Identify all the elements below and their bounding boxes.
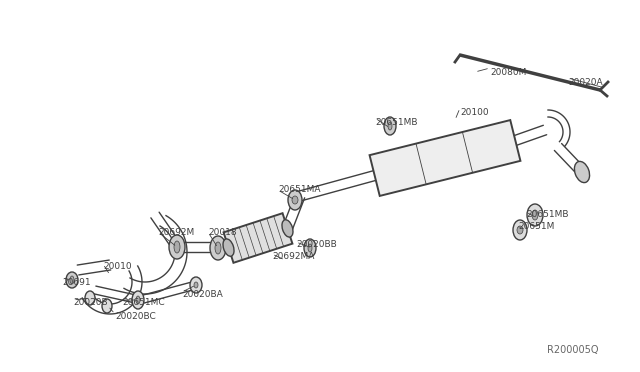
Polygon shape — [223, 213, 292, 263]
Ellipse shape — [194, 282, 198, 288]
Text: 20080M: 20080M — [490, 68, 526, 77]
Text: 20692M: 20692M — [158, 228, 195, 237]
Ellipse shape — [136, 296, 140, 304]
Ellipse shape — [292, 196, 298, 204]
Text: 20020BC: 20020BC — [115, 312, 156, 321]
Ellipse shape — [388, 122, 392, 130]
Polygon shape — [369, 120, 520, 196]
Ellipse shape — [102, 299, 112, 313]
Ellipse shape — [169, 235, 185, 259]
Text: 20020A: 20020A — [568, 78, 603, 87]
Ellipse shape — [527, 204, 543, 226]
Text: 20691: 20691 — [62, 278, 91, 287]
Ellipse shape — [66, 272, 78, 288]
Text: 20020BA: 20020BA — [182, 290, 223, 299]
Ellipse shape — [215, 242, 221, 254]
Text: 20020BB: 20020BB — [296, 240, 337, 249]
Ellipse shape — [210, 236, 226, 260]
Text: 20100: 20100 — [460, 108, 488, 117]
Ellipse shape — [575, 161, 589, 183]
Ellipse shape — [174, 241, 180, 253]
Text: 20651MB: 20651MB — [526, 210, 568, 219]
Text: 20018: 20018 — [208, 228, 237, 237]
Ellipse shape — [532, 210, 538, 220]
Text: 20651MB: 20651MB — [375, 118, 417, 127]
Ellipse shape — [223, 239, 234, 256]
Ellipse shape — [517, 226, 523, 234]
Text: 20010: 20010 — [103, 262, 132, 271]
Ellipse shape — [384, 117, 396, 135]
Ellipse shape — [190, 277, 202, 293]
Ellipse shape — [308, 244, 312, 252]
Ellipse shape — [132, 291, 144, 309]
Ellipse shape — [282, 220, 293, 237]
Ellipse shape — [70, 276, 74, 284]
Ellipse shape — [85, 291, 95, 305]
Text: 20692MA: 20692MA — [272, 252, 314, 261]
Text: 20651MC: 20651MC — [122, 298, 164, 307]
Text: R200005Q: R200005Q — [547, 345, 598, 355]
Text: 20020B: 20020B — [73, 298, 108, 307]
Text: 20651MA: 20651MA — [278, 185, 321, 194]
Ellipse shape — [288, 190, 302, 210]
Ellipse shape — [513, 220, 527, 240]
Text: 20651M: 20651M — [518, 222, 554, 231]
Ellipse shape — [304, 239, 316, 257]
